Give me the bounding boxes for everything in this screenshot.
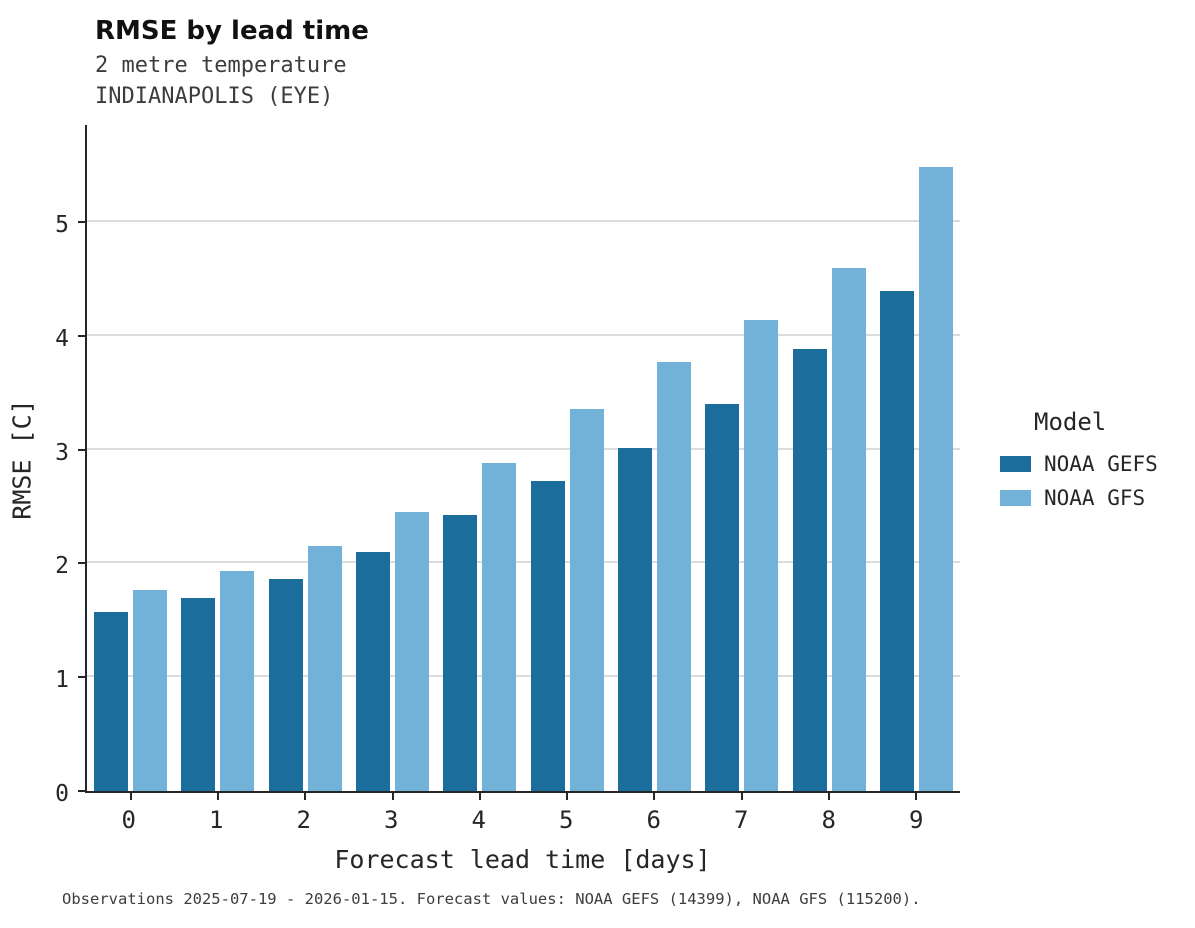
bar-noaa-gfs-lead-4 [482,463,517,791]
legend-label: NOAA GFS [1044,486,1146,510]
y-tick-label: 2 [55,553,69,580]
legend-title: Model [1034,408,1107,436]
y-tick-mark [78,562,85,565]
x-tick-mark [740,793,743,800]
x-tick-mark [216,793,219,800]
chart-title: RMSE by lead time [95,16,369,46]
bar-group-lead-5 [523,125,610,791]
x-tick-mark [828,793,831,800]
x-tick-label: 6 [646,806,661,834]
x-axis-tick-labels: 0 1 2 3 4 5 6 7 8 9 [85,806,960,834]
bar-noaa-gefs-lead-9 [879,290,914,791]
x-tick-mark [304,793,307,800]
bar-group-lead-8 [785,125,872,791]
y-tick-label: 0 [55,781,69,807]
bar-group-lead-6 [611,125,698,791]
y-tick-label: 3 [55,439,69,466]
legend: Model NOAA GEFS NOAA GFS [1000,408,1158,520]
y-tick-mark [78,334,85,337]
bar-group-lead-7 [698,125,785,791]
plot-area [78,125,960,800]
bar-noaa-gefs-lead-0 [94,611,129,791]
x-tick-label: 3 [384,806,399,834]
chart-subtitle-variable: 2 metre temperature [95,53,347,78]
chart-subtitle-location: INDIANAPOLIS (EYE) [95,84,334,109]
x-tick-mark [391,793,394,800]
caption: Observations 2025-07-19 - 2026-01-15. Fo… [62,890,921,908]
gridline [87,561,960,564]
legend-swatch-icon [1000,490,1031,506]
bar-group-lead-4 [436,125,523,791]
bar-group-lead-1 [174,125,261,791]
x-tick-label: 1 [209,806,224,834]
legend-entries: NOAA GEFS NOAA GFS [1000,452,1158,510]
x-tick-mark [566,793,569,800]
bar-group-lead-0 [87,125,174,791]
bar-noaa-gfs-lead-2 [307,545,342,791]
x-tick-mark [478,793,481,800]
x-tick-mark [915,793,918,800]
y-tick-mark [78,676,85,679]
bar-noaa-gfs-lead-9 [918,166,953,791]
bar-noaa-gfs-lead-8 [831,267,866,791]
y-tick-mark [78,790,85,792]
bar-noaa-gfs-lead-7 [744,320,779,791]
x-tick-label: 4 [471,806,486,834]
x-tick-label: 2 [296,806,311,834]
y-tick-label: 1 [55,667,69,694]
gridline [87,675,960,678]
bar-noaa-gfs-lead-5 [569,408,604,791]
bar-noaa-gefs-lead-8 [792,348,827,791]
x-axis-label: Forecast lead time [days] [334,845,711,874]
bar-noaa-gefs-lead-1 [181,598,216,791]
bar-noaa-gefs-lead-5 [530,481,565,791]
x-tick-mark [129,793,132,800]
bar-group-lead-9 [873,125,960,791]
y-axis-tick-labels: 0 1 2 3 4 5 [19,125,69,807]
x-tick-label: 0 [121,806,136,834]
legend-label: NOAA GEFS [1044,452,1158,476]
gridline [87,220,960,223]
x-tick-label: 7 [734,806,749,834]
gridline [87,447,960,450]
bar-noaa-gfs-lead-0 [133,590,168,791]
bar-noaa-gfs-lead-1 [220,570,255,791]
legend-entry: NOAA GEFS [1000,452,1158,476]
bar-noaa-gefs-lead-2 [268,578,303,791]
bar-noaa-gfs-lead-3 [395,511,430,791]
legend-swatch-icon [1000,456,1031,472]
x-tick-label: 9 [909,806,924,834]
x-tick-mark [653,793,656,800]
bar-group-lead-2 [262,125,349,791]
y-tick-mark [78,448,85,451]
gridline [87,333,960,336]
bar-noaa-gefs-lead-7 [705,404,740,791]
x-tick-label: 8 [821,806,836,834]
bar-group-lead-3 [349,125,436,791]
bar-noaa-gfs-lead-6 [656,362,691,791]
bar-noaa-gefs-lead-4 [443,515,478,791]
bar-noaa-gefs-lead-3 [356,551,391,791]
x-tick-label: 5 [559,806,574,834]
bars-container [87,125,960,791]
y-tick-label: 5 [55,212,69,239]
bar-noaa-gefs-lead-6 [617,448,652,791]
y-tick-mark [78,221,85,224]
y-tick-label: 4 [55,325,69,352]
legend-entry: NOAA GFS [1000,486,1158,510]
